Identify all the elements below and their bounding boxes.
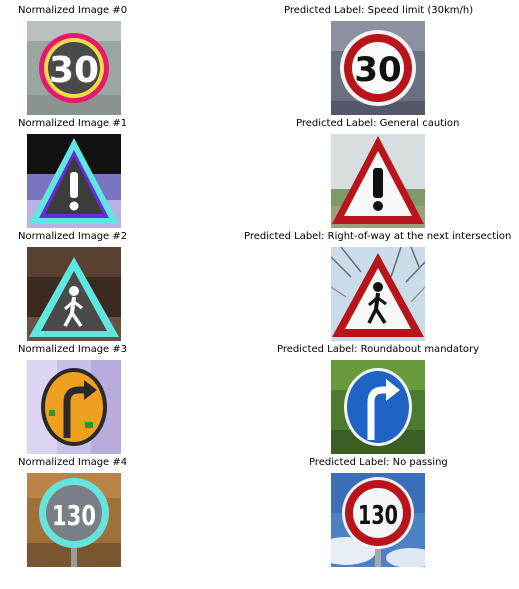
predicted-sign-image-2 (331, 247, 425, 341)
predicted-sign-image-4: 130 (331, 473, 425, 567)
normalized-image-4: 130 (27, 473, 121, 567)
normalized-image-3 (27, 360, 121, 454)
predicted-sign-image-0: 30 (331, 21, 425, 115)
predicted-sign-image-1 (331, 134, 425, 228)
right-title-4: Predicted Label: No passing (309, 457, 448, 468)
right-title-0: Predicted Label: Speed limit (30km/h) (284, 5, 474, 16)
speed-130-text: 130 (358, 501, 398, 531)
speed-130-text: 130 (52, 499, 96, 532)
normalized-image-0: 30 (27, 21, 121, 115)
right-title-2: Predicted Label: Right-of-way at the nex… (244, 231, 512, 242)
normalized-image-2 (27, 247, 121, 341)
right-title-1: Predicted Label: General caution (296, 118, 460, 129)
left-title-2: Normalized Image #2 (18, 231, 128, 242)
left-title-1: Normalized Image #1 (18, 118, 128, 129)
speed-30-text: 30 (49, 50, 99, 91)
normalized-image-1 (27, 134, 121, 228)
right-title-3: Predicted Label: Roundabout mandatory (277, 344, 480, 355)
left-title-4: Normalized Image #4 (18, 457, 128, 468)
predicted-sign-image-3 (331, 360, 425, 454)
left-title-0: Normalized Image #0 (18, 5, 128, 16)
left-title-3: Normalized Image #3 (18, 344, 128, 355)
speed-30-text: 30 (354, 50, 401, 90)
